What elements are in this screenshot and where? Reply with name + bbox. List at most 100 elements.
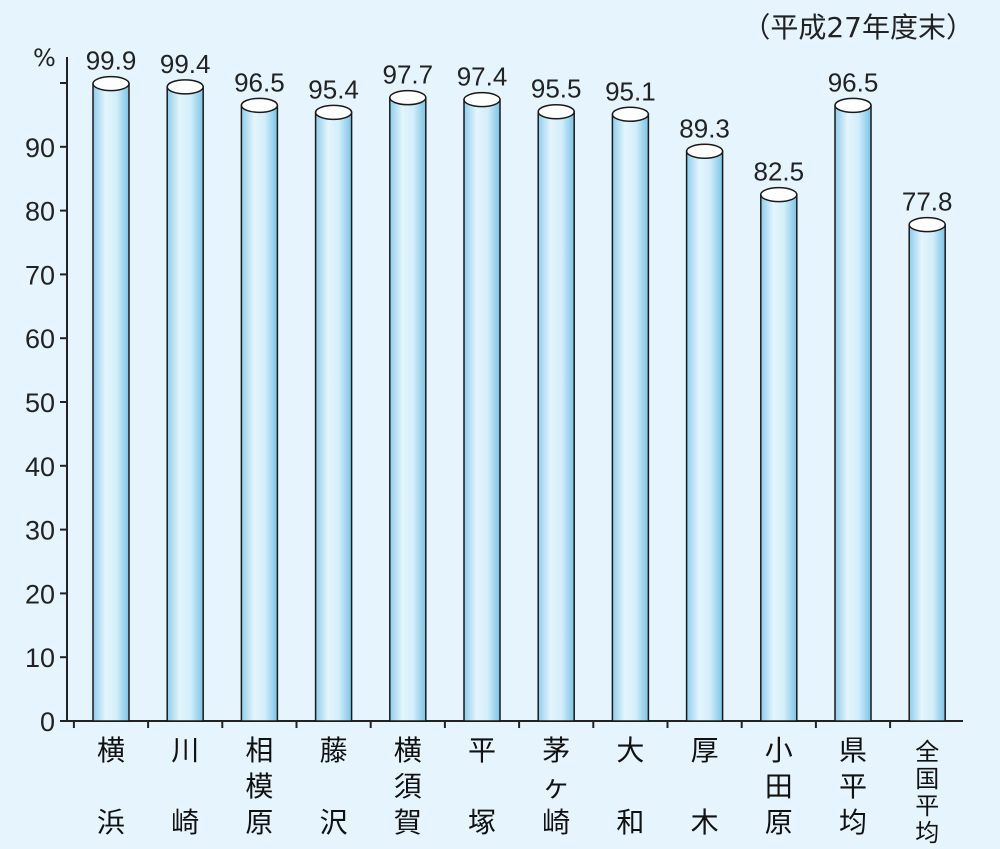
category-label-char: 大: [616, 734, 644, 767]
data-label: 95.5: [531, 74, 582, 104]
category-label-char: 平: [839, 770, 867, 803]
category-label-char: 相: [245, 734, 273, 767]
data-label: 82.5: [753, 157, 804, 187]
data-label: 99.9: [86, 46, 137, 76]
category-label-char: 崎: [542, 806, 570, 839]
category-label-char: 県: [839, 734, 867, 767]
bar-layer: [92, 75, 946, 722]
category-label-char: 沢: [320, 806, 348, 839]
category-label-char: 浜: [97, 806, 125, 839]
category-label-char: 横: [394, 734, 422, 767]
category-label: 大和: [616, 734, 644, 839]
bar-body: [92, 82, 130, 722]
category-label-char: 田: [765, 770, 793, 803]
category-label: 平塚: [468, 734, 496, 839]
category-label-char: 川: [171, 734, 199, 767]
category-label-char: 国: [915, 765, 939, 793]
bar-body: [166, 86, 204, 722]
bar: [314, 104, 353, 722]
bar-body: [834, 104, 872, 722]
category-label-char: 崎: [171, 806, 199, 839]
data-label: 99.4: [160, 49, 211, 79]
bar: [760, 186, 798, 722]
y-tick-label: 80: [25, 197, 55, 227]
bar-body: [240, 104, 279, 722]
category-label-char: 原: [245, 806, 273, 839]
bar-cap: [463, 91, 501, 108]
y-tick-label: 0: [40, 707, 55, 737]
data-label: 97.7: [382, 60, 433, 90]
category-label-char: 藤: [320, 734, 348, 767]
category-label: 茅ヶ崎: [542, 734, 570, 839]
category-label: 県平均: [839, 734, 867, 839]
bar: [537, 103, 575, 722]
bar-body: [537, 110, 575, 722]
bar-cap: [760, 186, 798, 203]
y-tick-label: 20: [25, 579, 55, 609]
bar-cap: [834, 97, 872, 114]
bar: [834, 97, 872, 722]
y-tick-label: 10: [25, 643, 55, 673]
bar: [611, 106, 650, 722]
category-label-char: 平: [468, 734, 496, 767]
category-label-char: 平: [915, 792, 939, 820]
label-layer: 99.9 99.4 96.5 95.4 97.7 97.4 95.5 95.1 89.3 82.5…: [86, 46, 953, 847]
category-label-char: 模: [245, 770, 273, 803]
bar-cap: [92, 75, 130, 92]
bar-cap: [537, 103, 575, 120]
bar-cap: [611, 106, 650, 123]
bar-body: [760, 193, 798, 722]
bar: [685, 143, 724, 722]
category-label: 相模原: [245, 734, 273, 839]
bar-cap: [908, 216, 946, 233]
bar-body: [314, 111, 353, 722]
bar-cap: [166, 79, 204, 95]
bar-body: [685, 150, 724, 722]
bar-cap: [685, 143, 724, 160]
bar-cap: [314, 104, 353, 121]
category-label-char: 厚: [691, 734, 719, 767]
data-label: 96.5: [234, 67, 285, 97]
category-label-char: 塚: [468, 806, 496, 839]
y-unit-label: %: [33, 44, 56, 72]
category-label: 横浜: [97, 734, 125, 839]
category-label-char: 賀: [394, 806, 422, 839]
bar-body: [389, 96, 427, 722]
y-tick-label: 60: [25, 324, 55, 354]
data-label: 89.3: [679, 113, 730, 143]
category-label-char: 全: [915, 738, 939, 766]
data-label: 96.5: [828, 67, 879, 97]
bar: [389, 89, 427, 722]
y-tick-label: 50: [25, 388, 55, 418]
category-label-char: 横: [97, 734, 125, 767]
category-label-char: 須: [394, 770, 422, 803]
bar-cap: [240, 97, 279, 114]
period-note: （平成27年度末）: [742, 11, 974, 44]
y-tick-label: 70: [25, 260, 55, 290]
bar-body: [463, 98, 501, 722]
bar-cap: [389, 89, 427, 106]
category-label: 川崎: [171, 734, 199, 839]
bar: [92, 75, 130, 722]
y-tick-label: 40: [25, 452, 55, 482]
data-label: 77.8: [902, 187, 953, 217]
category-label-char: 小: [765, 734, 793, 767]
y-tick-label: 30: [25, 516, 55, 546]
category-label: 小田原: [765, 734, 793, 839]
category-label: 藤沢: [320, 734, 348, 839]
category-label-char: 均: [839, 806, 867, 839]
axis-layer: % 0 10 20 30 40 50 60 70 80 90: [25, 44, 963, 737]
bar: [240, 97, 279, 722]
data-label: 95.1: [605, 76, 656, 106]
category-label: 厚木: [691, 734, 719, 839]
category-label-char: 和: [616, 806, 644, 839]
category-label-char: 茅: [542, 734, 570, 767]
bar-body: [908, 223, 946, 722]
category-label-char: 木: [691, 806, 719, 839]
data-label: 95.4: [308, 74, 359, 104]
bar: [463, 91, 501, 722]
bar-body: [611, 113, 650, 722]
